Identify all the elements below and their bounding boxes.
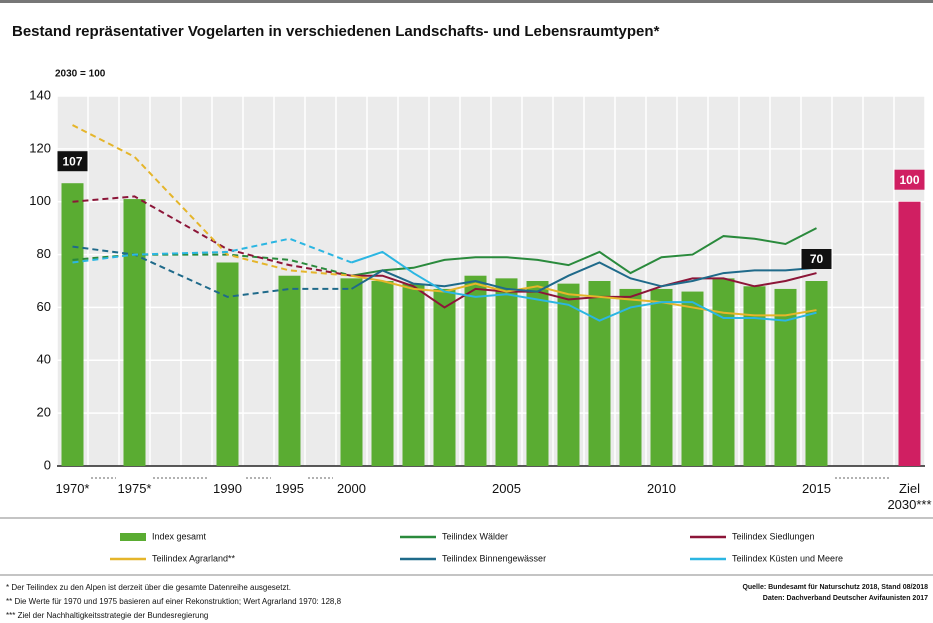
bar [123,199,146,467]
legend-label: Teilindex Wälder [442,531,508,541]
legend-swatch [120,533,146,541]
bar [61,183,84,466]
bar [588,281,611,466]
legend-label: Teilindex Binnengewässer [442,553,546,563]
line-dashed [72,124,352,277]
bar [371,281,394,466]
subtitle: 2030 = 100 [55,69,106,80]
y-tick-label: 40 [37,352,51,367]
bar [898,201,921,466]
x-tick-label: 1970* [56,481,90,496]
footnote: *** Ziel der Nachhaltigkeitsstrategie de… [6,611,208,620]
x-tick-label: 2000 [337,481,366,496]
x-tick-word: 2015 [802,481,831,496]
bar [650,288,673,466]
x-tick-word: 2010 [647,481,676,496]
x-tick-label: 1975* [118,481,152,496]
bar [433,288,456,466]
x-tick-label: 2015 [802,481,831,496]
line-dashed [72,245,352,298]
line-dashed [72,237,352,264]
x-tick-word: 2030*** [887,497,931,512]
value-label: 107 [62,154,82,168]
bar [557,283,580,466]
legend-label: Teilindex Küsten und Meere [732,553,843,563]
bar [526,281,549,466]
line [351,274,817,317]
value-label-box [57,151,88,172]
y-tick-label: 60 [37,299,51,314]
y-tick-label: 20 [37,405,51,420]
line [351,250,817,322]
footnote: ** Die Werte für 1970 und 1975 basieren … [6,597,342,606]
line-dashed [72,195,352,277]
x-tick-label: 2010 [647,481,676,496]
x-tick-word: 2005 [492,481,521,496]
bar [774,288,797,466]
footnote: * Der Teilindex zu den Alpen ist derzeit… [6,583,291,592]
legend-label: Index gesamt [152,531,207,541]
value-label-box [894,169,925,190]
bar [712,278,735,466]
line [351,272,817,309]
x-tick-label: 2005 [492,481,521,496]
bar [464,275,487,466]
value-label: 100 [899,173,919,187]
legend-label: Teilindex Agrarland** [152,553,236,563]
y-tick-label: 120 [29,140,51,155]
bar [216,262,239,466]
value-label: 70 [810,252,824,266]
bar [681,291,704,466]
line [350,261,817,293]
x-tick-word: 2000 [337,481,366,496]
bar [278,275,301,466]
top-rule [0,0,933,3]
y-tick-label: 80 [37,246,51,261]
bar [743,286,766,466]
x-tick-word: 1995 [275,481,304,496]
x-tick-label: Ziel 2030*** [887,481,931,512]
bar [805,281,828,466]
line [351,227,817,277]
x-tick-label: 1995 [275,481,304,496]
legend-label: Teilindex Siedlungen [732,531,815,541]
x-tick-word: 1970* [56,481,90,496]
y-tick-label: 0 [44,457,51,472]
source: Daten: Dachverband Deutscher Avifauniste… [763,595,928,602]
x-tick-word: Ziel [899,481,920,496]
bar [402,283,425,466]
y-tick-label: 100 [29,193,51,208]
bar [340,278,363,466]
source: Quelle: Bundesamt für Naturschutz 2018, … [742,584,928,591]
value-label-box [801,249,832,269]
x-tick-word: 1975* [118,481,152,496]
x-tick-label: 1990 [213,481,242,496]
chart-title: Bestand repräsentativer Vogelarten in ve… [12,23,660,40]
y-tick-label: 140 [29,87,51,102]
bar [495,278,518,466]
bar [619,288,642,466]
x-tick-word: 1990 [213,481,242,496]
